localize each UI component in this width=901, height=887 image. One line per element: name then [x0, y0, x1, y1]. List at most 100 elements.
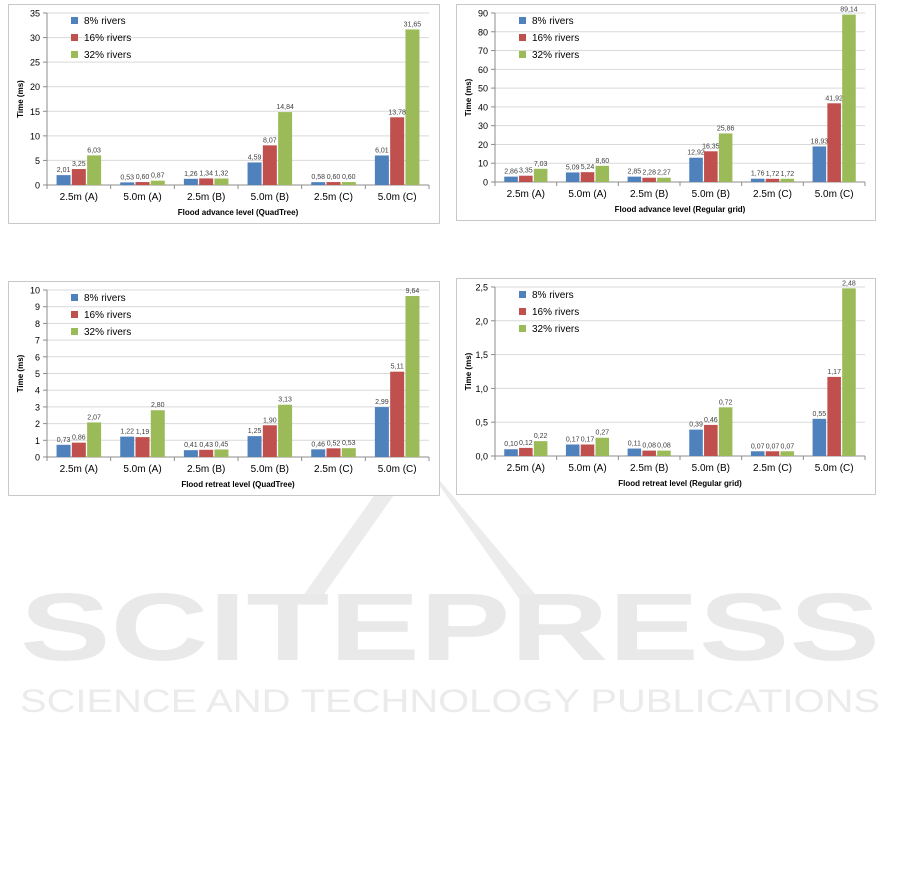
bar — [580, 444, 595, 456]
bar — [71, 442, 86, 457]
data-label: 0,11 — [628, 441, 641, 448]
data-label: 0,07 — [780, 443, 794, 450]
x-tick-label: 5.0m (A) — [568, 189, 606, 200]
bar — [595, 165, 610, 182]
bar — [199, 449, 214, 457]
data-label: 5,09 — [566, 164, 580, 171]
x-tick-label: 2.5m (C) — [753, 189, 792, 200]
data-label: 12,92 — [687, 150, 705, 157]
data-label: 1,22 — [120, 429, 134, 436]
bar — [812, 418, 827, 456]
y-tick-label: 9 — [35, 302, 40, 312]
y-axis-title: Time (ms) — [464, 78, 473, 116]
data-label: 2,28 — [642, 170, 656, 177]
chart-retreat-quadtree: 0 1 2 3 4 5 6 7 8 9 10 2.5m (A) 0,73 0,86 2,07 5.0m (A)… — [8, 281, 440, 496]
data-label: 0,87 — [151, 173, 165, 180]
legend-swatch — [71, 294, 78, 301]
data-label: 1,72 — [780, 171, 794, 178]
bar — [565, 172, 580, 182]
legend-label: 16% rivers — [84, 33, 131, 44]
bar — [827, 376, 841, 456]
data-label: 0,58 — [311, 174, 325, 181]
x-tick-label: 5.0m (C) — [815, 189, 854, 200]
y-tick-label: 7 — [35, 336, 40, 346]
x-tick-label: 2.5m (B) — [630, 463, 668, 474]
chart-retreat-regular-grid: 0,0 0,5 1,0 1,5 2,0 2,5 2.5m (A) 0,10 0,12 0,22 5.… — [456, 278, 876, 495]
data-label: 1,19 — [136, 429, 150, 436]
bar — [657, 177, 671, 182]
y-tick-label: 2 — [35, 419, 40, 429]
x-axis-title: Flood retreat level (Regular grid) — [618, 479, 742, 488]
legend-label: 16% rivers — [532, 307, 579, 318]
bar — [135, 182, 150, 185]
y-tick-label: 80 — [478, 27, 488, 37]
y-tick-label: 0 — [35, 453, 40, 463]
data-label: 18,93 — [811, 138, 829, 145]
y-tick-label: 20 — [478, 140, 488, 150]
bar — [750, 178, 765, 182]
data-label: 1,90 — [263, 417, 277, 424]
legend-swatch — [519, 291, 526, 298]
x-tick-label: 5.0m (C) — [378, 464, 417, 475]
y-tick-label: 5 — [35, 369, 40, 379]
bar — [183, 178, 198, 185]
bar — [533, 168, 548, 182]
bar — [262, 425, 277, 457]
bar — [87, 422, 102, 457]
y-axis-title: Time (ms) — [16, 80, 25, 118]
y-tick-label: 50 — [478, 84, 488, 94]
y-tick-label: 15 — [30, 107, 40, 117]
chart-advance-regular-grid: 0 10 20 30 40 50 60 70 80 90 2.5m (A) 2,86 3,35 7,03 5… — [456, 4, 876, 221]
bar — [214, 449, 229, 457]
x-tick-label: 2.5m (C) — [753, 463, 792, 474]
bar — [704, 151, 718, 182]
bar — [405, 296, 420, 457]
legend-label: 32% rivers — [84, 327, 131, 338]
watermark-tagline: SCIENCE AND TECHNOLOGY PUBLICATIONS — [20, 683, 880, 719]
legend-label: 32% rivers — [84, 50, 131, 61]
data-label: 9,64 — [406, 288, 420, 295]
data-label: 2,80 — [151, 402, 165, 409]
y-tick-label: 25 — [30, 58, 40, 68]
y-tick-label: 70 — [478, 46, 488, 56]
watermark-brand: SCITEPRESS — [20, 574, 880, 681]
legend-label: 8% rivers — [84, 16, 126, 27]
y-tick-label: 8 — [35, 319, 40, 329]
data-label: 25,86 — [717, 125, 735, 132]
data-label: 0,55 — [813, 411, 827, 418]
data-label: 8,60 — [595, 158, 609, 165]
bar — [780, 451, 795, 456]
x-tick-label: 5.0m (C) — [815, 463, 854, 474]
y-tick-label: 0,5 — [475, 418, 488, 428]
bar — [87, 155, 102, 185]
data-label: 13,78 — [388, 109, 406, 116]
data-label: 5,24 — [581, 164, 595, 171]
data-label: 1,17 — [827, 369, 841, 376]
data-label: 2,48 — [842, 280, 856, 287]
bar — [326, 448, 341, 457]
data-label: 6,01 — [375, 147, 389, 154]
x-tick-label: 5.0m (B) — [692, 463, 730, 474]
legend-label: 32% rivers — [532, 50, 579, 61]
data-label: 2,01 — [57, 167, 71, 174]
bar — [311, 182, 326, 185]
y-tick-label: 0 — [35, 181, 40, 191]
data-label: 3,25 — [72, 161, 86, 168]
bar — [689, 429, 703, 456]
x-tick-label: 5.0m (A) — [123, 192, 161, 203]
bar — [718, 133, 733, 182]
bar — [627, 448, 642, 456]
data-label: 0,08 — [642, 443, 656, 450]
legend-swatch — [71, 17, 78, 24]
legend-label: 16% rivers — [84, 310, 131, 321]
bar — [120, 436, 135, 457]
data-label: 0,46 — [704, 417, 718, 424]
x-tick-label: 2.5m (A) — [60, 464, 98, 475]
bar — [595, 437, 610, 456]
bar — [56, 175, 71, 185]
data-label: 0,60 — [342, 174, 356, 181]
data-label: 0,60 — [327, 174, 341, 181]
legend-swatch — [519, 34, 526, 41]
x-tick-label: 2.5m (B) — [187, 464, 225, 475]
legend-swatch — [71, 34, 78, 41]
